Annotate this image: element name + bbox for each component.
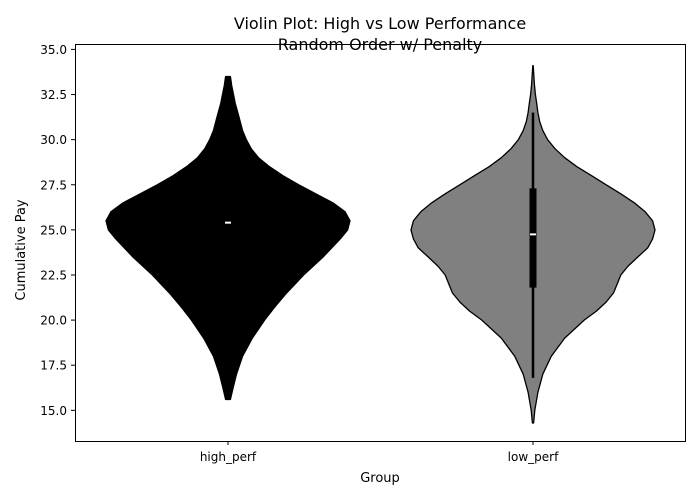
y-axis: 15.0 17.5 20.0 22.5 25.0 27.5 30.0 32.5 35.0 [40,43,75,418]
y-tick-label: 22.5 [40,268,67,282]
y-tick-label: 20.0 [40,314,67,328]
x-tick-label-high_perf: high_perf [200,450,257,464]
y-tick-label: 35.0 [40,43,67,57]
y-tick-label: 27.5 [40,178,67,192]
x-axis-label: Group [360,471,400,486]
x-tick-label-low_perf: low_perf [508,450,559,464]
violin-layer [105,65,656,424]
y-tick-label: 17.5 [40,359,67,373]
y-tick-label: 30.0 [40,133,67,147]
y-tick-label: 25.0 [40,223,67,237]
chart-title-line-1: Violin Plot: High vs Low Performance [234,14,526,33]
x-axis: high_perf low_perf [200,441,559,464]
y-axis-label: Cumulative Pay [14,199,29,301]
plot-frame [75,44,686,442]
violin-high_perf [105,75,351,401]
y-tick-label: 15.0 [40,404,67,418]
y-tick-label: 32.5 [40,88,67,102]
iqr-box-low_perf [529,188,537,288]
inner-box-layer [225,112,537,378]
